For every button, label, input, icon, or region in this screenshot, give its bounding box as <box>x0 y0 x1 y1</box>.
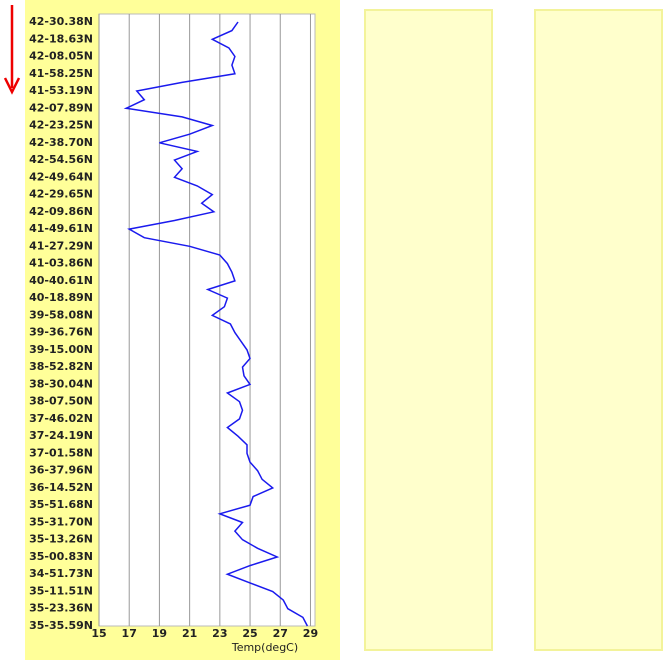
y-tick-label: 42-09.86N <box>29 205 93 218</box>
y-tick-label: 42-30.38N <box>29 15 93 28</box>
y-tick-label: 35-35.59N <box>29 619 93 632</box>
x-tick-label: 21 <box>182 627 197 640</box>
y-tick-label: 41-03.86N <box>29 257 93 270</box>
y-tick-label: 42-07.89N <box>29 101 93 114</box>
x-tick-label: 27 <box>273 627 288 640</box>
y-tick-label: 38-07.50N <box>29 395 93 408</box>
y-tick-label: 37-24.19N <box>29 429 93 442</box>
y-tick-label: 40-40.61N <box>29 274 93 287</box>
x-axis-label: Temp(degC) <box>231 641 298 654</box>
empty-panel <box>534 9 663 651</box>
y-tick-label: 42-18.63N <box>29 32 93 45</box>
x-tick-label: 25 <box>242 627 257 640</box>
x-tick-label: 23 <box>212 627 227 640</box>
x-tick-label: 17 <box>122 627 137 640</box>
y-tick-label: 38-52.82N <box>29 360 93 373</box>
y-tick-label: 42-38.70N <box>29 136 93 149</box>
x-tick-label: 15 <box>91 627 106 640</box>
y-tick-label: 42-08.05N <box>29 50 93 63</box>
y-tick-label: 35-51.68N <box>29 498 93 511</box>
y-tick-label: 36-37.96N <box>29 464 93 477</box>
y-tick-label: 42-29.65N <box>29 188 93 201</box>
y-tick-label: 39-36.76N <box>29 326 93 339</box>
y-tick-label: 39-15.00N <box>29 343 93 356</box>
y-tick-label: 35-23.36N <box>29 602 93 615</box>
y-tick-label: 39-58.08N <box>29 308 93 321</box>
y-tick-label: 38-30.04N <box>29 377 93 390</box>
y-tick-label: 41-49.61N <box>29 222 93 235</box>
y-tick-label: 42-54.56N <box>29 153 93 166</box>
y-tick-label: 41-27.29N <box>29 239 93 252</box>
y-tick-label: 35-31.70N <box>29 515 93 528</box>
y-tick-label: 40-18.89N <box>29 291 93 304</box>
direction-arrow-head <box>3 77 21 95</box>
y-tick-label: 35-11.51N <box>29 584 93 597</box>
y-tick-label: 37-46.02N <box>29 412 93 425</box>
y-tick-label: 34-51.73N <box>29 567 93 580</box>
y-tick-label: 37-01.58N <box>29 446 93 459</box>
y-tick-label: 36-14.52N <box>29 481 93 494</box>
y-tick-label: 41-58.25N <box>29 67 93 80</box>
plot-area <box>98 13 316 627</box>
y-tick-label: 35-13.26N <box>29 533 93 546</box>
y-tick-label: 41-53.19N <box>29 84 93 97</box>
y-tick-label: 42-49.64N <box>29 170 93 183</box>
x-tick-label: 19 <box>152 627 167 640</box>
temp-line <box>123 21 309 627</box>
y-tick-label: 35-00.83N <box>29 550 93 563</box>
y-tick-label: 42-23.25N <box>29 119 93 132</box>
empty-panel <box>364 9 493 651</box>
x-tick-label: 29 <box>303 627 318 640</box>
